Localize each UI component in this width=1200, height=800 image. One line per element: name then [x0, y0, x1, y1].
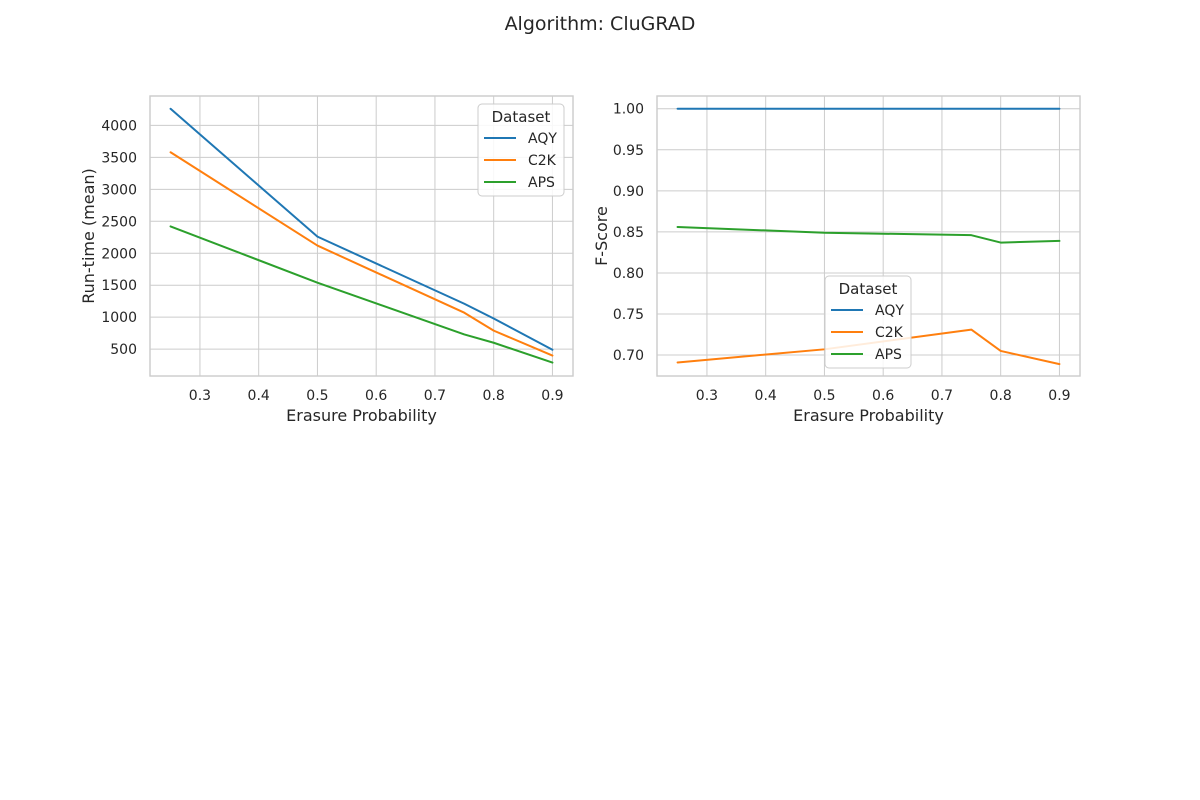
runtime-x-tick-label: 0.8	[483, 388, 505, 404]
fscore-y-tick-label: 0.80	[613, 266, 644, 282]
runtime-legend-label-aps: APS	[528, 175, 555, 191]
fscore-x-axis-label: Erasure Probability	[793, 406, 944, 425]
fscore-y-tick-label: 0.90	[613, 184, 644, 200]
fscore-chart: 0.3 0.4 0.5 0.6 0.7 0.8 0.9 0.70 0.75 0.80 0.85 0.9…	[592, 95, 1081, 425]
fscore-y-tick-label: 0.85	[613, 225, 644, 241]
fscore-x-tick-label: 0.4	[755, 388, 777, 404]
fscore-x-tick-label: 0.8	[990, 388, 1012, 404]
runtime-legend: Dataset AQY C2K APS	[477, 103, 565, 197]
fscore-series-line-aps	[676, 225, 1061, 244]
runtime-chart: 0.3 0.4 0.5 0.6 0.7 0.8 0.9 500 1000 1500 2000 2500…	[79, 95, 574, 425]
runtime-x-tick-label: 0.6	[365, 388, 387, 404]
figure-title: Algorithm: CluGRAD	[505, 13, 696, 35]
runtime-legend-label-aqy: AQY	[528, 131, 557, 147]
fscore-legend-box	[824, 275, 912, 369]
fscore-legend-title: Dataset	[839, 280, 898, 298]
runtime-series-line-c2k	[169, 151, 554, 357]
runtime-x-tick-label: 0.5	[306, 388, 328, 404]
fscore-x-tick-label: 0.9	[1048, 388, 1070, 404]
runtime-x-tick-label: 0.7	[424, 388, 446, 404]
runtime-legend-box	[477, 103, 565, 197]
runtime-x-tick-label: 0.9	[541, 388, 563, 404]
fscore-y-tick-label: 1.00	[613, 102, 644, 118]
runtime-legend-title: Dataset	[492, 108, 551, 126]
fscore-y-tick-label: 0.70	[613, 348, 644, 364]
runtime-y-tick-label: 1500	[101, 278, 137, 294]
fscore-y-tick-label: 0.75	[613, 307, 644, 323]
fscore-x-tick-label: 0.6	[872, 388, 894, 404]
fscore-x-tick-label: 0.5	[813, 388, 835, 404]
fscore-legend: Dataset AQY C2K APS	[824, 275, 912, 369]
fscore-y-axis-label: F-Score	[592, 206, 611, 266]
runtime-y-tick-label: 3000	[101, 182, 137, 198]
runtime-x-tick-label: 0.3	[189, 388, 211, 404]
runtime-y-tick-label: 2000	[101, 246, 137, 262]
runtime-y-tick-label: 1000	[101, 310, 137, 326]
fscore-series-line-c2k	[676, 328, 1061, 366]
fscore-y-tick-label: 0.95	[613, 143, 644, 159]
runtime-legend-label-c2k: C2K	[528, 153, 557, 169]
runtime-y-tick-label: 4000	[101, 118, 137, 134]
fscore-axes-border	[656, 95, 1081, 377]
runtime-y-tick-label: 500	[110, 342, 137, 358]
runtime-x-axis-label: Erasure Probability	[286, 406, 437, 425]
fscore-legend-label-c2k: C2K	[875, 325, 904, 341]
runtime-series-line-aps	[169, 225, 554, 364]
fscore-legend-label-aqy: AQY	[875, 303, 904, 319]
runtime-y-tick-label: 3500	[101, 150, 137, 166]
runtime-x-tick-label: 0.4	[248, 388, 270, 404]
fscore-legend-label-aps: APS	[875, 347, 902, 363]
runtime-y-tick-label: 2500	[101, 214, 137, 230]
fscore-x-tick-label: 0.3	[696, 388, 718, 404]
runtime-series-line-aqy	[169, 107, 554, 351]
runtime-axes-border	[149, 95, 574, 377]
fscore-x-tick-label: 0.7	[931, 388, 953, 404]
runtime-y-axis-label: Run-time (mean)	[79, 168, 98, 304]
